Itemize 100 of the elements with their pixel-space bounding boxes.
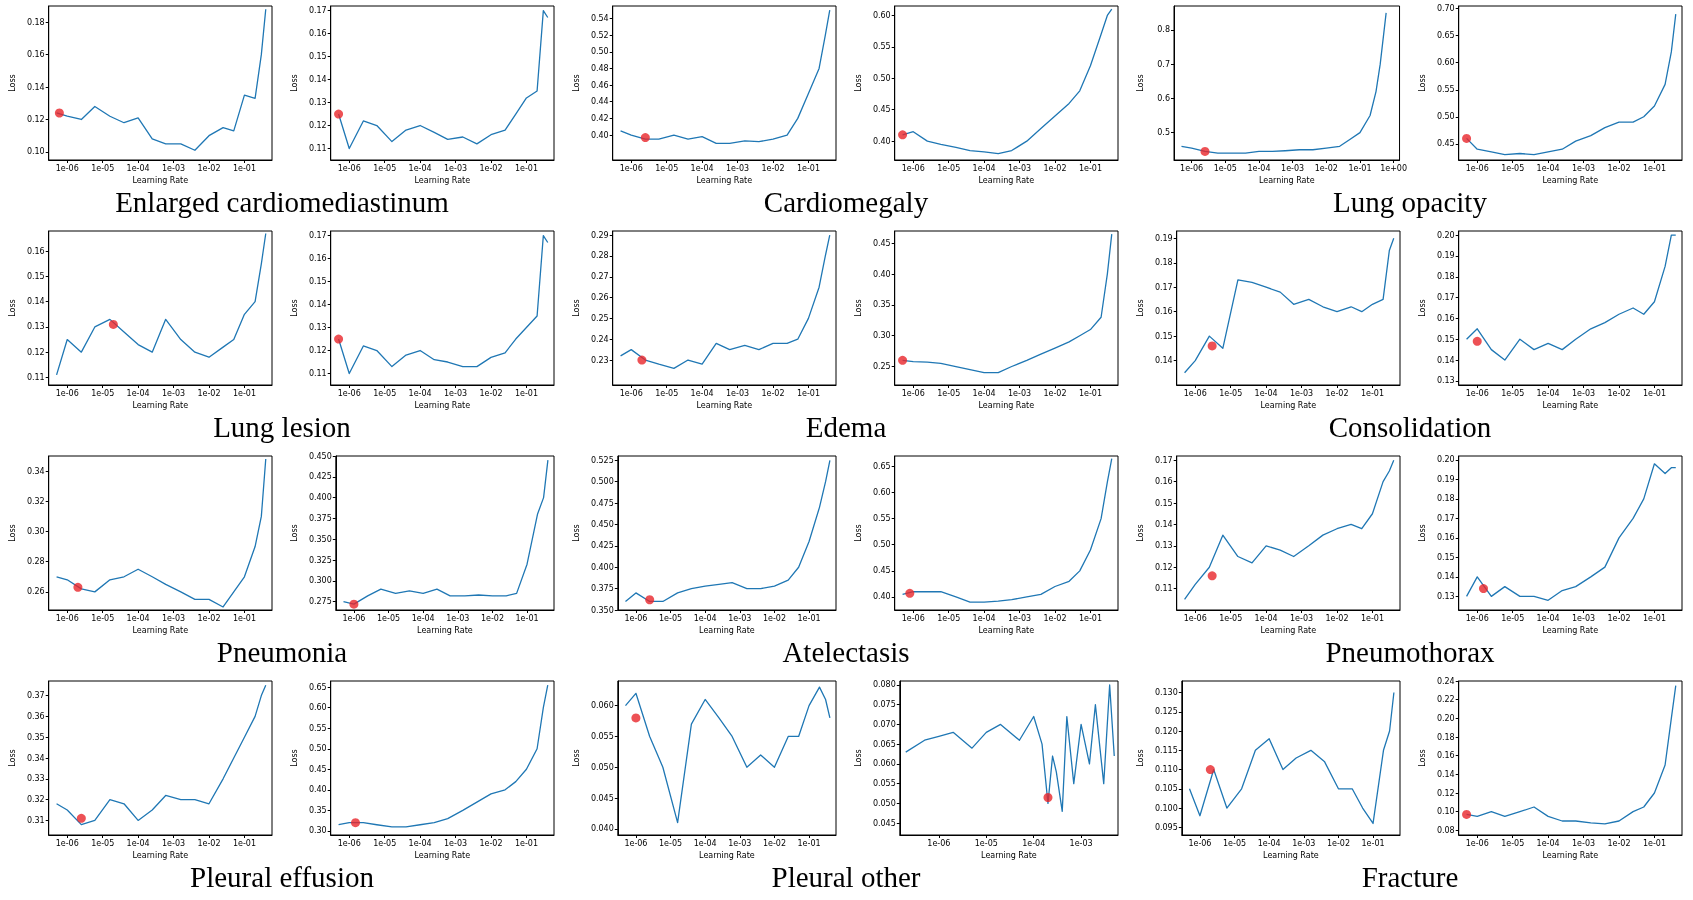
x-tick-label: 1e-05 <box>373 163 397 173</box>
y-axis-title: Loss <box>7 299 17 317</box>
x-tick-label: 1e-02 <box>197 838 221 848</box>
text: Pleural other <box>770 861 922 894</box>
text: Pleural effusion <box>189 861 375 894</box>
x-axis-title: Learning Rate <box>132 401 189 411</box>
text: Lung lesion <box>212 411 352 444</box>
x-tick-label: 1e-06 <box>1465 388 1489 398</box>
y-tick-label: 0.45 <box>872 105 891 115</box>
x-tick-label: 1e-03 <box>1069 838 1093 848</box>
x-tick-label: 1e-06 <box>1465 163 1489 173</box>
x-tick-label: 1e-06 <box>1188 838 1212 848</box>
y-tick-label: 0.17 <box>308 231 327 241</box>
y-tick-label: 0.30 <box>308 826 327 836</box>
y-tick-label: 0.450 <box>590 519 614 529</box>
x-tick-label: 1e-06 <box>927 838 951 848</box>
y-tick-label: 0.40 <box>872 136 891 146</box>
x-axis-title: Learning Rate <box>696 401 753 411</box>
y-tick-label: 0.54 <box>590 13 609 23</box>
y-axis-title: Loss <box>1135 749 1145 767</box>
y-tick-label: 0.045 <box>872 818 896 828</box>
y-tick-label: 0.60 <box>1436 58 1455 68</box>
x-tick-label: 1e-06 <box>55 163 79 173</box>
y-tick-label: 0.55 <box>1436 85 1455 95</box>
x-tick-label: 1e-06 <box>55 838 79 848</box>
y-tick-label: 0.125 <box>1154 707 1178 717</box>
y-tick-label: 0.35 <box>308 805 327 815</box>
y-tick-label: 0.13 <box>1154 541 1173 551</box>
x-tick-label: 1e-04 <box>408 163 432 173</box>
x-tick-label: 1e-04 <box>126 838 150 848</box>
x-tick-label: 1e-06 <box>901 163 925 173</box>
x-tick-label: 1e+00 <box>1380 163 1408 173</box>
y-tick-label: 0.70 <box>1436 4 1455 14</box>
text: Cardiomegaly <box>762 186 930 219</box>
y-tick-label: 0.500 <box>590 477 614 487</box>
y-tick-label: 0.10 <box>26 147 45 157</box>
x-tick-label: 1e-01 <box>232 163 256 173</box>
text: Lung opacity <box>1332 186 1488 219</box>
y-tick-label: 0.34 <box>26 466 45 476</box>
text: Enlarged cardiomediastinum <box>114 186 450 219</box>
y-tick-label: 0.075 <box>872 700 896 710</box>
y-axis-title: Loss <box>1417 749 1427 767</box>
y-tick-label: 0.27 <box>590 272 609 282</box>
y-tick-label: 0.14 <box>308 75 327 85</box>
y-tick-label: 0.16 <box>26 246 45 256</box>
y-tick-label: 0.20 <box>1436 713 1455 723</box>
y-axis-title: Loss <box>1135 299 1145 317</box>
y-tick-label: 0.08 <box>1436 825 1455 835</box>
y-tick-label: 0.14 <box>308 300 327 310</box>
x-tick-label: 1e-01 <box>1360 613 1384 623</box>
x-tick-label: 1e-04 <box>1536 163 1560 173</box>
y-tick-label: 0.14 <box>1436 572 1455 582</box>
y-axis-title: Loss <box>1417 299 1427 317</box>
x-tick-label: 1e-06 <box>619 388 643 398</box>
x-axis-title: Learning Rate <box>1542 176 1599 186</box>
y-tick-label: 0.20 <box>1436 230 1455 240</box>
x-tick-label: 1e-03 <box>444 388 468 398</box>
y-tick-label: 0.14 <box>1154 519 1173 529</box>
x-tick-label: 1e-04 <box>1254 388 1278 398</box>
y-tick-label: 0.8 <box>1157 25 1170 35</box>
y-tick-label: 0.55 <box>872 514 891 524</box>
x-tick-label: 1e-01 <box>514 163 538 173</box>
x-tick-label: 1e-05 <box>655 163 679 173</box>
y-tick-label: 0.14 <box>1436 355 1455 365</box>
x-tick-label: 1e-01 <box>515 613 539 623</box>
y-tick-label: 0.375 <box>308 513 332 523</box>
x-tick-label: 1e-03 <box>728 838 752 848</box>
x-tick-label: 1e-05 <box>373 388 397 398</box>
y-tick-label: 0.7 <box>1157 59 1170 69</box>
x-tick-label: 1e-01 <box>1642 388 1666 398</box>
x-axis-title: Learning Rate <box>1260 401 1317 411</box>
y-tick-label: 0.16 <box>26 50 45 60</box>
y-tick-label: 0.23 <box>590 355 609 365</box>
x-axis-title: Learning Rate <box>132 626 189 636</box>
x-tick-label: 1e-02 <box>1043 613 1067 623</box>
x-tick-label: 1e-02 <box>1326 838 1350 848</box>
x-tick-label: 1e-01 <box>797 613 821 623</box>
x-tick-label: 1e-05 <box>974 838 998 848</box>
y-tick-label: 0.6 <box>1157 93 1170 103</box>
y-tick-label: 0.14 <box>1154 356 1173 366</box>
x-tick-label: 1e-05 <box>655 388 679 398</box>
y-tick-label: 0.45 <box>308 764 327 774</box>
y-axis-title: Loss <box>1417 74 1427 92</box>
y-tick-label: 0.11 <box>26 372 45 382</box>
x-tick-label: 1e-06 <box>337 838 361 848</box>
x-tick-label: 1e-03 <box>1008 388 1032 398</box>
y-tick-label: 0.120 <box>1154 726 1178 736</box>
x-tick-label: 1e-03 <box>1281 163 1305 173</box>
x-tick-label: 1e-01 <box>232 838 256 848</box>
x-tick-label: 1e-03 <box>446 613 470 623</box>
x-tick-label: 1e-06 <box>624 613 648 623</box>
y-tick-label: 0.060 <box>590 701 614 711</box>
x-tick-label: 1e-03 <box>726 388 750 398</box>
y-axis-title: Loss <box>571 74 581 92</box>
x-axis-title: Learning Rate <box>978 626 1035 636</box>
x-axis-title: Learning Rate <box>132 851 189 861</box>
x-tick-label: 1e-03 <box>162 838 186 848</box>
y-axis-title: Loss <box>853 524 863 542</box>
x-axis-title: Learning Rate <box>414 401 471 411</box>
y-tick-label: 0.110 <box>1154 765 1178 775</box>
